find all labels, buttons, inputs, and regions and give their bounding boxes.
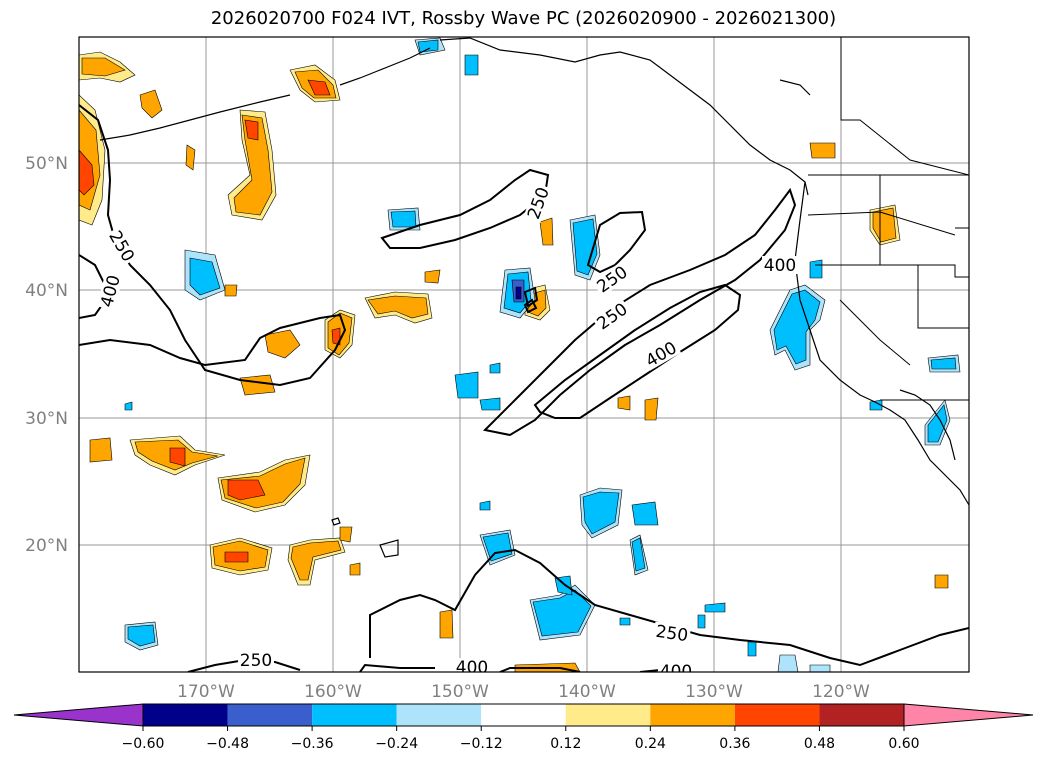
colorbar: −0.60 −0.48 −0.36 −0.24 −0.12 0.12 0.24 0.36 0.4… (13, 703, 1034, 752)
colorbar-frame (142, 703, 905, 727)
lon-label: 130°W (685, 682, 743, 702)
contour-label: 400 (660, 662, 692, 682)
negative-shading (124, 37, 961, 672)
positive-shading (79, 51, 949, 672)
longitude-labels: 170°W 160°W 150°W 140°W 130°W 120°W (177, 682, 870, 702)
colorbar-segment (227, 704, 313, 726)
lon-label: 170°W (177, 682, 235, 702)
map-frame (78, 36, 970, 673)
colorbar-tick-label: −0.60 (122, 736, 165, 752)
lat-label: 50°N (25, 154, 68, 174)
colorbar-extension-low (13, 703, 144, 727)
colorbar-tick-label: 0.12 (550, 736, 581, 752)
colorbar-tick-label: −0.36 (291, 736, 334, 752)
colorbar-tick-label: −0.24 (375, 736, 418, 752)
contour-label: 400 (764, 256, 796, 276)
colorbar-segment (565, 704, 651, 726)
colorbar-segment (734, 704, 820, 726)
colorbar-segment (396, 704, 482, 726)
lat-label: 40°N (25, 281, 68, 301)
colorbar-extension-high (903, 703, 1034, 727)
contour-label: 250 (240, 651, 272, 671)
colorbar-tick-label: −0.48 (206, 736, 249, 752)
colorbar-segment (481, 704, 566, 726)
colorbar-segment (312, 704, 397, 726)
colorbar-segment (143, 704, 228, 726)
lon-label: 140°W (558, 682, 616, 702)
lat-label: 30°N (25, 409, 68, 429)
contour-label: 400 (456, 658, 488, 678)
lon-label: 160°W (304, 682, 362, 702)
colorbar-segment (650, 704, 735, 726)
contour-labels: 250 400 250 250 250 400 400 250 250 400 … (96, 183, 798, 682)
map-title: 2026020700 F024 IVT, Rossby Wave PC (202… (210, 8, 837, 29)
colorbar-tick-label: 0.60 (888, 736, 919, 752)
coastlines (99, 37, 969, 558)
lon-label: 120°W (812, 682, 870, 702)
colorbar-tick-label: 0.48 (804, 736, 835, 752)
colorbar-tick-label: −0.12 (460, 736, 503, 752)
latitude-labels: 50°N 40°N 30°N 20°N (25, 154, 68, 556)
lat-label: 20°N (25, 536, 68, 556)
political-borders (807, 37, 969, 401)
contour-label: 250 (654, 622, 689, 646)
colorbar-segment (819, 704, 904, 726)
lon-label: 150°W (431, 682, 489, 702)
map-background (79, 37, 969, 672)
colorbar-tick-label: 0.36 (719, 736, 750, 752)
colorbar-tick-label: 0.24 (635, 736, 666, 752)
